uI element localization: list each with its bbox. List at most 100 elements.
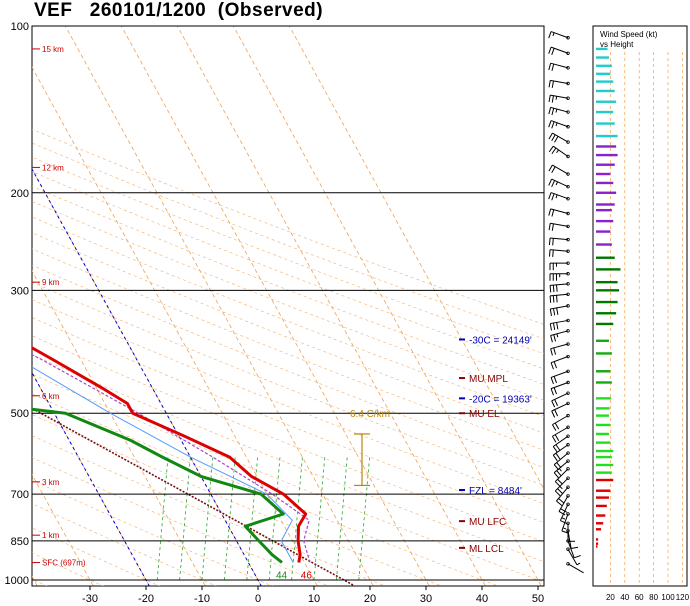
wind-speed-bar: [596, 455, 612, 459]
wind-barb: [549, 304, 570, 316]
wind-speed-bar: [596, 463, 614, 467]
wind-speed-bar: [596, 370, 611, 373]
wind-barb-flag: [551, 134, 556, 142]
wind-barb-flag: [548, 208, 552, 216]
wind-barb-flag: [548, 223, 551, 231]
wind-barb: [548, 94, 570, 103]
wetbulb-line: [32, 366, 294, 563]
wind-barb-staff: [550, 283, 569, 286]
wind-barb: [566, 562, 584, 574]
wind-barb-flag: [553, 361, 557, 369]
x-tick-label: 0: [255, 593, 261, 605]
wind-barb-origin: [566, 211, 570, 216]
wind-speed-bar: [596, 64, 612, 68]
wind-barb-flag: [556, 295, 558, 303]
wind-barb-flag: [551, 63, 555, 71]
wind-barb-flag: [548, 94, 551, 103]
lapse-rate-label: 6.4 C/km: [350, 409, 390, 420]
wind-barb: [548, 132, 570, 144]
wind-barb: [550, 354, 570, 370]
x-tick-label: -30: [82, 593, 98, 605]
wind-barb-flag: [553, 347, 557, 355]
wind-barb-flag: [556, 500, 563, 506]
wind-barb-flag: [551, 95, 554, 103]
wind-speed-bar: [596, 496, 609, 499]
wind-panel-title-2: vs Height: [600, 40, 634, 49]
wind-speed-bar: [596, 312, 617, 315]
mixing-ratio-line: [313, 457, 326, 581]
mixing-ratio-line: [291, 457, 303, 581]
wind-barb-flag: [548, 192, 552, 200]
wind-barb-staff: [550, 46, 569, 54]
wind-barb-origin: [566, 272, 570, 276]
wind-barb-flag: [551, 223, 554, 231]
wind-barb: [549, 318, 570, 331]
wind-barb-flag: [548, 80, 551, 88]
wind-barb: [553, 451, 570, 471]
annotation-label: ML LCL: [469, 544, 504, 555]
dewpoint-line: [32, 407, 285, 564]
wind-barb-staff: [550, 62, 569, 69]
x-tick-label: 50: [532, 593, 544, 605]
wind-barb-origin: [566, 66, 570, 70]
wind-barb-flag: [560, 508, 567, 513]
wind-barb-flag: [551, 121, 555, 129]
wind-barb-staff: [552, 415, 569, 426]
wind-barb-origin: [566, 154, 570, 159]
dry-adiabat: [32, 503, 217, 586]
wind-barb-flag: [548, 164, 553, 172]
wind-barb-flag: [550, 335, 553, 343]
wind-barb-flag: [552, 454, 558, 462]
wind-barb-flag: [548, 249, 551, 257]
wind-barb-origin: [566, 224, 570, 229]
wind-barb-flag: [551, 193, 555, 201]
wind-barb-flag: [551, 180, 556, 187]
wind-barb-origin: [566, 110, 570, 114]
wind-barb: [548, 31, 570, 40]
wind-x-tick-label: 60: [635, 593, 644, 602]
wind-barb-origin: [566, 434, 570, 438]
wind-barb-flag: [548, 31, 552, 39]
wind-barb-flag: [554, 481, 561, 487]
wind-barb: [548, 208, 570, 217]
wind-barb-origin: [566, 125, 570, 129]
wind-barb: [549, 292, 570, 303]
wind-barb-flag: [552, 295, 555, 303]
wind-barb-flag: [549, 285, 552, 293]
wind-barb-origin: [566, 140, 570, 144]
dry-adiabat: [32, 414, 443, 586]
wind-barb-origin: [566, 96, 570, 100]
wind-x-tick-label: 20: [606, 593, 615, 602]
wind-barb-staff: [550, 293, 569, 297]
wind-speed-bar: [596, 407, 610, 410]
wind-barb-origin: [566, 81, 570, 86]
wind-barb-flag: [552, 446, 558, 453]
wind-speed-bar: [596, 219, 614, 223]
wind-barb: [556, 485, 570, 506]
wind-barb-staff: [567, 548, 578, 566]
wind-barb-flag: [554, 136, 559, 143]
wind-barb: [548, 192, 570, 201]
wind-speed-bar: [596, 538, 599, 541]
wind-barb-origin: [566, 292, 570, 297]
wind-barb-flag: [548, 120, 552, 128]
wind-barbs: [548, 31, 584, 574]
wind-barb-origin: [566, 485, 570, 489]
dry-adiabat: [32, 317, 544, 523]
wind-barb: [548, 237, 570, 246]
mixing-ratio-line: [268, 457, 281, 581]
wind-barb-flag: [556, 284, 558, 292]
wind-barb-half-flag: [556, 149, 559, 154]
wind-barb-flag: [551, 435, 557, 443]
wind-barb-flag: [560, 520, 567, 525]
wind-barb-flag: [551, 400, 556, 408]
wind-barb-staff: [550, 94, 569, 99]
wind-barb-half-flag: [576, 562, 581, 566]
wind-barb-flag: [556, 462, 562, 469]
wind-speed-bar: [596, 208, 612, 212]
wind-barb: [551, 413, 570, 431]
wind-barb-origin: [566, 391, 570, 395]
height-label: 3 km: [42, 478, 60, 487]
wind-barb-flag: [553, 472, 560, 479]
wind-barb-origin: [566, 304, 570, 308]
